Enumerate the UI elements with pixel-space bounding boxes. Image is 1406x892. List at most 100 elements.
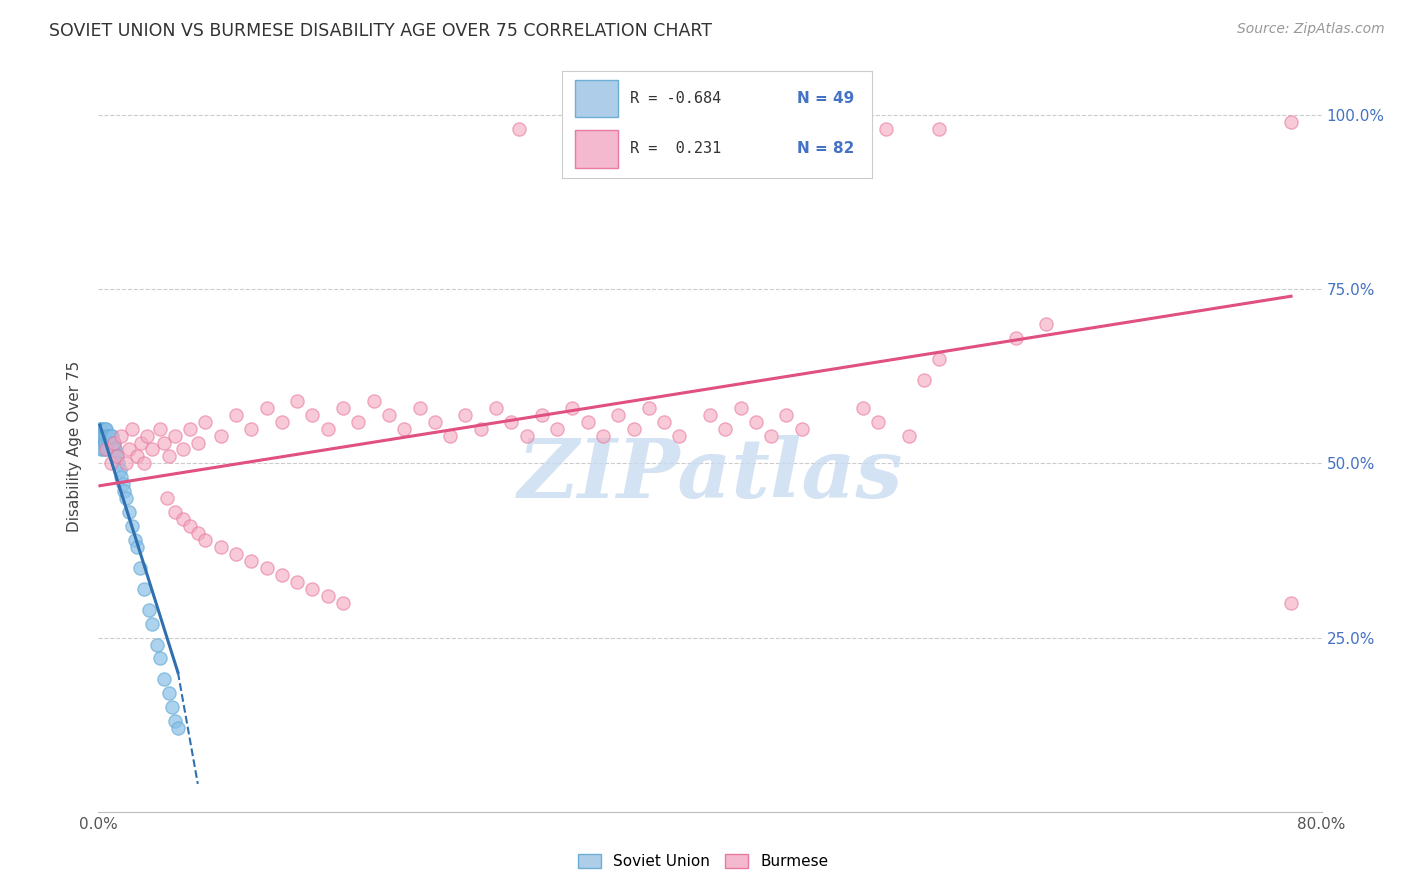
Point bbox=[149, 421, 172, 435]
Point bbox=[103, 435, 125, 450]
Text: N = 82: N = 82 bbox=[797, 142, 855, 156]
Point bbox=[316, 421, 339, 435]
Point bbox=[187, 526, 209, 541]
Point bbox=[194, 415, 217, 429]
Point bbox=[93, 421, 115, 435]
Point bbox=[897, 428, 920, 442]
Text: R = -0.684: R = -0.684 bbox=[630, 91, 721, 106]
Point bbox=[149, 651, 172, 665]
Point bbox=[141, 442, 163, 457]
Point bbox=[592, 122, 614, 136]
Point bbox=[94, 428, 117, 442]
Point bbox=[94, 442, 117, 457]
Text: N = 49: N = 49 bbox=[797, 91, 855, 106]
Point bbox=[91, 428, 114, 442]
Point bbox=[157, 450, 180, 464]
Point bbox=[91, 442, 114, 457]
Point bbox=[270, 567, 292, 582]
Point bbox=[111, 477, 134, 491]
Point bbox=[93, 435, 115, 450]
Point bbox=[118, 442, 141, 457]
Point bbox=[454, 408, 477, 422]
Point bbox=[194, 533, 217, 547]
Point bbox=[363, 393, 385, 408]
Point bbox=[868, 415, 890, 429]
Point bbox=[110, 428, 132, 442]
Point bbox=[97, 428, 120, 442]
Point bbox=[115, 491, 138, 506]
Point bbox=[179, 519, 201, 533]
Point bbox=[592, 428, 614, 442]
Point bbox=[928, 122, 950, 136]
Point bbox=[98, 442, 121, 457]
Point bbox=[652, 415, 675, 429]
Point bbox=[91, 421, 114, 435]
Point bbox=[100, 457, 122, 471]
Point bbox=[124, 533, 146, 547]
Point bbox=[163, 505, 186, 519]
Point bbox=[100, 435, 122, 450]
Point bbox=[508, 122, 530, 136]
Point bbox=[101, 428, 124, 442]
Point bbox=[89, 428, 111, 442]
Point bbox=[179, 421, 201, 435]
Point bbox=[209, 540, 232, 554]
Point bbox=[790, 421, 813, 435]
Text: Source: ZipAtlas.com: Source: ZipAtlas.com bbox=[1237, 22, 1385, 37]
Point bbox=[128, 561, 150, 575]
Point bbox=[852, 401, 875, 415]
Point bbox=[1279, 596, 1302, 610]
Point bbox=[100, 428, 122, 442]
Point bbox=[121, 519, 143, 533]
Point bbox=[270, 415, 292, 429]
Legend: Soviet Union, Burmese: Soviet Union, Burmese bbox=[572, 848, 834, 875]
Point bbox=[470, 421, 492, 435]
Point bbox=[745, 415, 768, 429]
Point bbox=[172, 442, 194, 457]
Point bbox=[301, 408, 323, 422]
Point bbox=[240, 421, 263, 435]
Point bbox=[225, 547, 247, 561]
Point bbox=[759, 122, 782, 136]
Point bbox=[93, 428, 115, 442]
Point bbox=[153, 673, 176, 687]
Point bbox=[530, 408, 553, 422]
Point bbox=[153, 435, 176, 450]
Point bbox=[668, 428, 690, 442]
Point bbox=[623, 421, 645, 435]
Point bbox=[103, 442, 125, 457]
Point bbox=[125, 540, 148, 554]
Point bbox=[714, 421, 737, 435]
Point bbox=[187, 435, 209, 450]
Point bbox=[607, 408, 630, 422]
Point bbox=[90, 421, 112, 435]
Point bbox=[546, 421, 568, 435]
Point bbox=[485, 401, 508, 415]
Point bbox=[104, 450, 127, 464]
Point bbox=[423, 415, 446, 429]
Point bbox=[172, 512, 194, 526]
Point bbox=[332, 401, 354, 415]
Point bbox=[160, 700, 183, 714]
Point bbox=[637, 401, 661, 415]
Point bbox=[392, 421, 416, 435]
Point bbox=[301, 582, 323, 596]
Point bbox=[285, 393, 308, 408]
Point bbox=[645, 128, 668, 143]
Point bbox=[141, 616, 163, 631]
Point bbox=[561, 401, 583, 415]
Point bbox=[163, 428, 186, 442]
Point bbox=[928, 351, 950, 366]
Point bbox=[912, 373, 935, 387]
Point bbox=[89, 421, 111, 435]
Point bbox=[105, 450, 128, 464]
Point bbox=[134, 457, 156, 471]
Point bbox=[1279, 115, 1302, 129]
Point bbox=[875, 122, 897, 136]
Text: SOVIET UNION VS BURMESE DISABILITY AGE OVER 75 CORRELATION CHART: SOVIET UNION VS BURMESE DISABILITY AGE O… bbox=[49, 22, 713, 40]
Point bbox=[1004, 331, 1026, 345]
Point bbox=[115, 457, 138, 471]
Point bbox=[156, 491, 179, 506]
Point bbox=[225, 408, 247, 422]
Point bbox=[209, 428, 232, 442]
